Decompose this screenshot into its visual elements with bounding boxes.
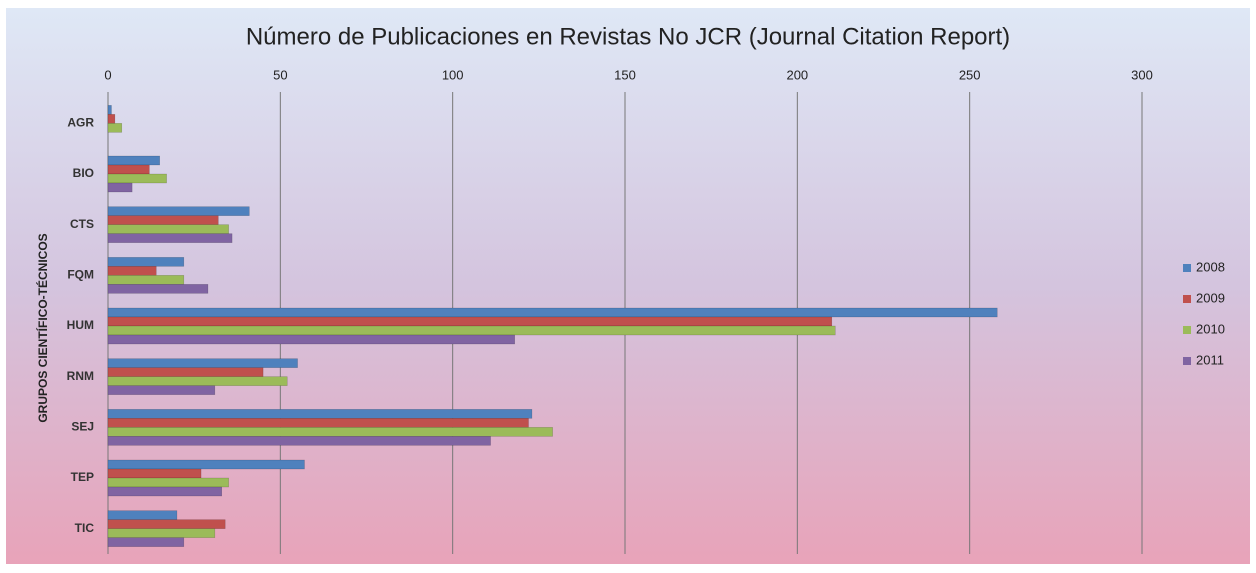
bar <box>107 459 305 470</box>
y-tick-label: CTS <box>70 217 94 231</box>
y-tick-label: FQM <box>67 268 94 282</box>
bar <box>107 477 229 488</box>
bar <box>107 376 288 386</box>
bar <box>107 155 160 166</box>
y-tick-label: AGR <box>67 116 94 130</box>
bar <box>107 418 529 428</box>
legend-label: 2008 <box>1196 259 1225 274</box>
legend-swatch <box>1183 264 1191 272</box>
y-tick-label: SEJ <box>71 420 94 434</box>
legend-swatch <box>1183 326 1191 334</box>
x-tick-label: 0 <box>104 67 111 82</box>
bar <box>107 334 515 345</box>
bar <box>107 409 533 419</box>
x-tick-label: 250 <box>959 67 981 82</box>
legend-swatch <box>1183 357 1191 365</box>
bar <box>107 266 157 276</box>
bar <box>107 528 216 538</box>
bar <box>107 182 133 193</box>
y-tick-label: TIC <box>75 521 95 535</box>
bar <box>107 164 150 175</box>
bar <box>107 325 836 336</box>
bar <box>107 468 202 479</box>
bar <box>107 519 226 529</box>
bar <box>107 215 219 225</box>
bar <box>107 233 233 243</box>
y-tick-label: TEP <box>71 470 94 484</box>
legend-label: 2011 <box>1196 352 1224 367</box>
bar <box>107 275 185 285</box>
bar <box>107 385 216 395</box>
x-tick-label: 300 <box>1131 67 1153 82</box>
x-tick-label: 150 <box>614 67 636 82</box>
y-tick-label: BIO <box>73 166 94 180</box>
bar <box>107 537 185 547</box>
bar <box>107 123 123 133</box>
bar <box>107 316 833 327</box>
bar <box>107 486 222 497</box>
bar <box>107 436 491 446</box>
bar <box>107 257 185 267</box>
chart-title: Número de Publicaciones en Revistas No J… <box>246 23 1010 50</box>
bar <box>107 427 553 437</box>
bar <box>107 173 167 184</box>
bar <box>107 367 264 377</box>
bar <box>107 114 116 124</box>
bar <box>107 206 250 216</box>
y-tick-label: HUM <box>67 318 94 332</box>
y-tick-label: RNM <box>67 369 94 383</box>
bar <box>107 307 998 318</box>
bar <box>107 105 112 115</box>
legend-swatch <box>1183 295 1191 303</box>
background <box>6 8 1250 564</box>
bar <box>107 510 178 520</box>
bar <box>107 224 229 234</box>
legend-label: 2009 <box>1196 290 1225 305</box>
x-tick-label: 100 <box>442 67 464 82</box>
legend-label: 2010 <box>1196 321 1225 336</box>
x-tick-label: 200 <box>786 67 808 82</box>
x-tick-label: 50 <box>273 67 287 82</box>
bar <box>107 284 209 294</box>
bar <box>107 358 298 368</box>
y-axis-label: GRUPOS CIENTÍFICO-TÉCNICOS <box>35 233 50 422</box>
